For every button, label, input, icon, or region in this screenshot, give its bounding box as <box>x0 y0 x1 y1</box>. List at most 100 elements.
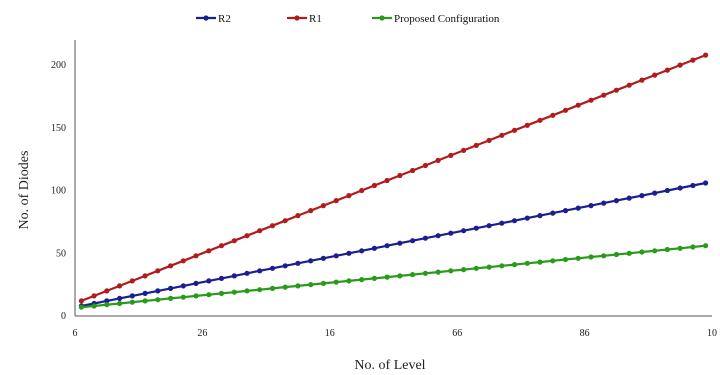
data-point <box>180 294 186 300</box>
data-point <box>639 249 645 255</box>
data-point <box>537 213 543 219</box>
data-point <box>626 195 632 201</box>
data-point <box>295 260 301 266</box>
data-point <box>269 285 276 291</box>
data-point <box>117 283 123 289</box>
data-point <box>295 213 301 219</box>
data-point <box>613 198 620 204</box>
data-point <box>435 269 441 275</box>
data-point <box>384 274 390 280</box>
legend-swatch-marker <box>294 15 300 21</box>
data-point <box>193 280 199 286</box>
data-point <box>104 298 110 304</box>
data-point <box>562 107 569 113</box>
data-point <box>511 218 518 224</box>
data-point <box>359 248 365 254</box>
x-tick-label: 6 <box>73 328 78 339</box>
legend: R2 R1 Proposed Configuration <box>196 13 500 25</box>
series-layer <box>78 52 709 310</box>
data-point <box>410 167 416 174</box>
data-point <box>397 172 403 179</box>
data-point <box>231 238 237 244</box>
data-point <box>601 253 607 259</box>
data-point <box>575 205 581 211</box>
data-point <box>193 293 199 299</box>
data-point <box>588 203 594 209</box>
data-point <box>486 137 492 143</box>
data-point <box>142 290 148 296</box>
series-line <box>81 181 706 308</box>
data-point <box>282 263 288 269</box>
data-point <box>690 182 696 189</box>
data-point <box>575 102 581 108</box>
data-point <box>206 248 212 254</box>
data-point <box>652 72 658 78</box>
x-tick-label: 86 <box>580 328 590 339</box>
y-tick-label: 150 <box>51 123 66 134</box>
y-tick-label: 100 <box>51 186 66 197</box>
data-point <box>397 240 403 246</box>
data-point <box>129 278 135 284</box>
data-point <box>218 243 225 249</box>
legend-item: R1 <box>287 13 322 25</box>
data-point <box>117 300 123 307</box>
data-point <box>155 297 161 303</box>
legend-item: R2 <box>196 13 231 25</box>
data-point <box>320 280 326 286</box>
data-point <box>550 112 556 118</box>
data-point <box>282 218 288 224</box>
data-point <box>78 298 84 304</box>
data-point <box>703 243 709 249</box>
data-point <box>588 254 594 260</box>
data-point <box>168 295 174 301</box>
data-point <box>448 152 454 158</box>
data-point <box>690 244 696 250</box>
data-point <box>282 284 288 290</box>
data-point <box>397 273 403 279</box>
data-point <box>435 157 441 163</box>
legend-swatch-marker <box>379 15 385 21</box>
data-point <box>652 248 658 254</box>
data-point <box>537 259 543 265</box>
data-point <box>588 97 594 103</box>
x-tick-label: 26 <box>197 328 207 339</box>
x-tick-label: 66 <box>452 328 462 339</box>
data-point <box>639 193 645 199</box>
data-point <box>257 228 263 234</box>
data-point <box>91 303 97 309</box>
data-point <box>435 233 441 239</box>
data-point <box>703 52 709 58</box>
data-point <box>703 180 709 186</box>
data-point <box>461 147 467 153</box>
series-group <box>78 180 709 309</box>
series-line <box>81 244 706 309</box>
data-point <box>129 293 135 299</box>
data-point <box>308 282 314 288</box>
data-point <box>664 67 671 73</box>
data-point <box>537 117 543 123</box>
data-point <box>371 245 377 251</box>
data-point <box>384 243 390 249</box>
series-group <box>78 52 709 304</box>
data-point <box>575 255 581 261</box>
data-point <box>104 288 110 294</box>
data-point <box>218 290 225 296</box>
data-point <box>524 122 530 128</box>
data-point <box>269 223 276 229</box>
data-point <box>257 268 263 274</box>
data-point <box>142 273 148 279</box>
data-point <box>346 250 352 256</box>
data-point <box>206 292 212 298</box>
data-point <box>664 246 671 253</box>
data-point <box>524 215 530 221</box>
data-point <box>473 265 479 271</box>
data-point <box>155 268 161 274</box>
legend-label: Proposed Configuration <box>394 13 500 25</box>
data-point <box>499 132 505 138</box>
data-point <box>142 298 148 304</box>
data-point <box>601 92 607 98</box>
series-group <box>78 243 709 310</box>
data-point <box>410 272 416 278</box>
data-point <box>371 182 377 189</box>
